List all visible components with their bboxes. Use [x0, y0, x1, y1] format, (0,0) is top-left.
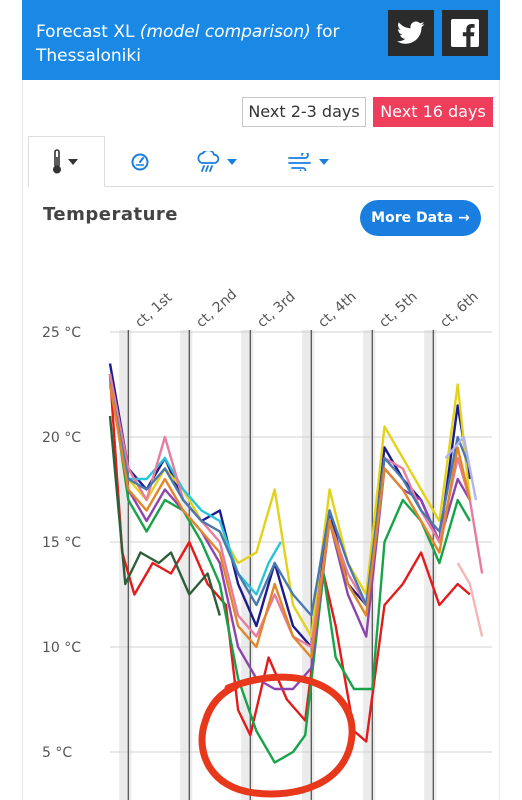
- day-label-5: ct, 6th: [437, 289, 481, 331]
- series-line-10: [444, 435, 478, 501]
- day-label-4: ct, 5th: [376, 289, 420, 331]
- x-axis-labels: ct, 1st ct, 2nd ct, 3rd ct, 4th ct, 5th ct, 6…: [132, 286, 481, 331]
- section-title: Temperature: [43, 204, 178, 225]
- night-band-3: [302, 330, 315, 800]
- series-line-0: [108, 363, 472, 649]
- series-line-11: [456, 562, 484, 637]
- series-line-1: [108, 383, 472, 638]
- tab-temperature[interactable]: [28, 136, 105, 187]
- tab-pressure[interactable]: [130, 148, 150, 176]
- night-band-1: [180, 330, 193, 800]
- more-data-button[interactable]: More Data →: [360, 200, 481, 236]
- rain-cloud-icon: [197, 151, 220, 172]
- series-line-9: [108, 384, 472, 659]
- facebook-button[interactable]: [442, 10, 488, 56]
- tabs-divider: [28, 186, 494, 187]
- series-line-5: [108, 415, 221, 616]
- app-header: Forecast XL (model comparison) for Thess…: [22, 0, 500, 80]
- night-bands: [119, 330, 437, 800]
- twitter-button[interactable]: [388, 10, 434, 56]
- next-16-days-button[interactable]: Next 16 days: [373, 97, 493, 127]
- twitter-icon: [397, 21, 425, 44]
- y-tick-label-1: 10 °C: [42, 640, 81, 656]
- series-line-2: [108, 373, 471, 743]
- tab-wind[interactable]: [288, 148, 329, 176]
- annotation-circle: [198, 673, 356, 798]
- y-axis: 5 °C 10 °C 15 °C 20 °C 25 °C: [42, 325, 81, 761]
- y-tick-label-0: 5 °C: [42, 745, 72, 761]
- y-tick-label-3: 20 °C: [42, 430, 81, 446]
- pressure-gauge-icon: [131, 153, 149, 171]
- series-line-6: [108, 373, 282, 596]
- series-line-4: [108, 373, 471, 691]
- thermometer-icon: [53, 149, 61, 174]
- series-line-7: [108, 373, 484, 649]
- y-tick-label-4: 25 °C: [42, 325, 81, 341]
- y-tick-label-2: 15 °C: [42, 535, 81, 551]
- chevron-down-icon: [319, 159, 329, 165]
- chart-series: [108, 363, 484, 764]
- content-border-right: [499, 80, 500, 800]
- header-title-model-comparison: (model comparison): [139, 22, 311, 42]
- series-line-8: [108, 384, 472, 617]
- header-title-for: for: [310, 22, 340, 42]
- chevron-down-icon: [227, 159, 237, 165]
- header-title-city: Thessaloniki: [36, 46, 141, 66]
- day-label-0: ct, 1st: [132, 289, 176, 331]
- day-label-1: ct, 2nd: [193, 286, 240, 331]
- next-2-3-days-button[interactable]: Next 2-3 days: [242, 97, 366, 127]
- facebook-icon: [451, 19, 479, 47]
- header-title: Forecast XL (model comparison) for Thess…: [36, 20, 366, 68]
- day-ticks: [127, 330, 434, 800]
- day-label-2: ct, 3rd: [254, 289, 298, 331]
- day-label-3: ct, 4th: [315, 289, 359, 331]
- tab-temperature-content: [51, 149, 78, 175]
- tab-precipitation[interactable]: [196, 148, 237, 176]
- series-line-3: [108, 373, 471, 764]
- chevron-down-icon: [68, 159, 78, 165]
- content-border-left: [22, 80, 23, 800]
- header-title-text: Forecast XL: [36, 22, 140, 42]
- wind-icon: [288, 153, 311, 171]
